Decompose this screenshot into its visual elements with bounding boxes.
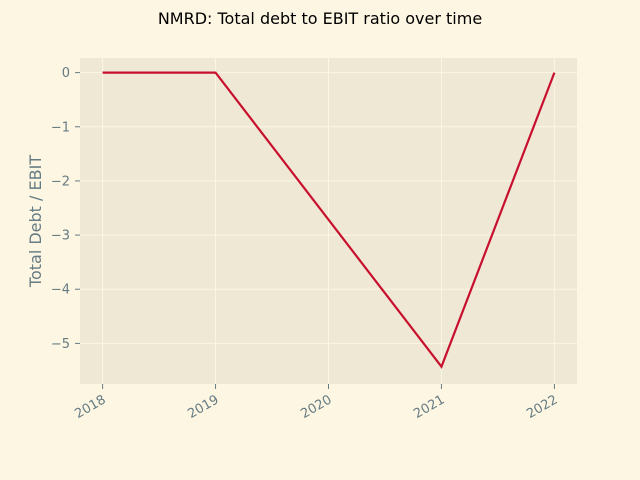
x-tick-label: 2020 [298,392,334,422]
y-axis-label: Total Debt / EBIT [26,155,45,288]
y-tick-label: 0 [62,66,70,81]
y-tick-label: −2 [51,174,70,189]
x-tick-label: 2019 [185,392,221,422]
series-layer [102,71,556,369]
series-line [102,71,556,369]
y-tick-label: −1 [51,120,70,135]
y-tick-label: −5 [51,337,70,352]
x-tick-label: 2021 [411,392,447,422]
y-tick-label: −4 [51,283,70,298]
y-tick-label: −3 [51,229,70,244]
x-tick-label: 2018 [72,392,108,422]
x-tick-label: 2022 [524,392,560,422]
chart-title: NMRD: Total debt to EBIT ratio over time [158,9,482,28]
